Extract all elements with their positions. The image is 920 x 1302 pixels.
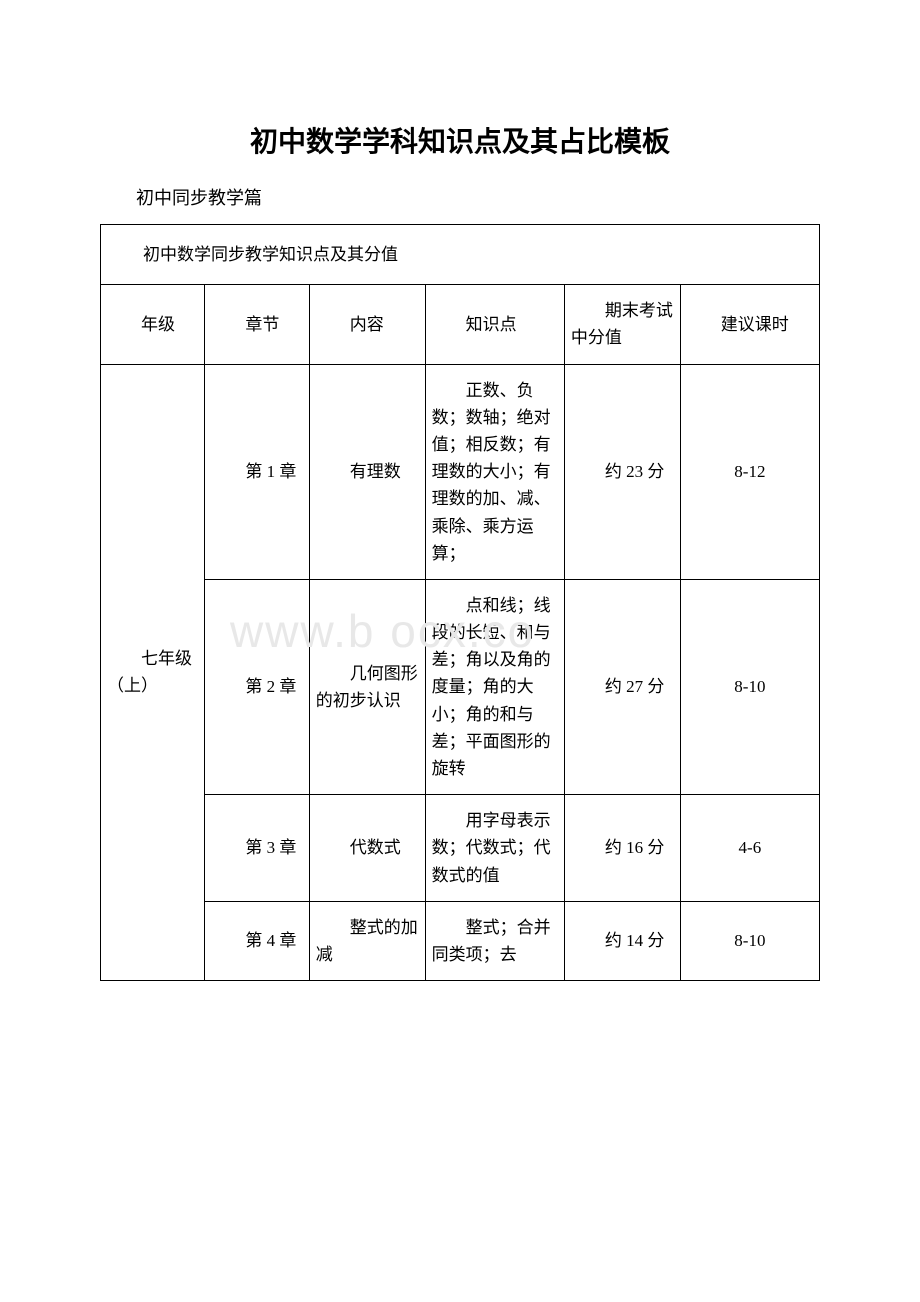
- cell-points: 用字母表示数；代数式；代数式的值: [425, 795, 564, 902]
- table-header-row: 年级 章节 内容 知识点 期末考试中分值 建议课时: [101, 285, 820, 364]
- cell-score: 约 14 分: [564, 901, 680, 980]
- cell-hours: 8-10: [680, 579, 819, 794]
- cell-hours: 8-10: [680, 901, 819, 980]
- page-subtitle: 初中同步教学篇: [100, 184, 820, 210]
- header-grade: 年级: [101, 285, 205, 364]
- data-table: 初中数学同步教学知识点及其分值 年级 章节 内容 知识点 期末考试中分值 建议课…: [100, 224, 820, 981]
- header-content: 内容: [309, 285, 425, 364]
- header-hours: 建议课时: [680, 285, 819, 364]
- header-chapter: 章节: [205, 285, 309, 364]
- cell-chapter: 第 4 章: [205, 901, 309, 980]
- document-content: 初中数学学科知识点及其占比模板 初中同步教学篇 www.b ocx.co 初中数…: [100, 120, 820, 981]
- table-row: 第 4 章 整式的加减 整式；合并同类项；去 约 14 分 8-10: [101, 901, 820, 980]
- cell-content: 整式的加减: [309, 901, 425, 980]
- cell-grade: 七年级（上）: [101, 364, 205, 981]
- table-caption-row: 初中数学同步教学知识点及其分值: [101, 225, 820, 285]
- table-row: 第 3 章 代数式 用字母表示数；代数式；代数式的值 约 16 分 4-6: [101, 795, 820, 902]
- cell-points: 正数、负数；数轴；绝对值；相反数；有理数的大小；有理数的加、减、乘除、乘方运算；: [425, 364, 564, 579]
- cell-points: 整式；合并同类项；去: [425, 901, 564, 980]
- cell-points: 点和线；线段的长短、和与差；角以及角的度量；角的大小；角的和与差；平面图形的旋转: [425, 579, 564, 794]
- cell-chapter: 第 1 章: [205, 364, 309, 579]
- table-row: 第 2 章 几何图形的初步认识 点和线；线段的长短、和与差；角以及角的度量；角的…: [101, 579, 820, 794]
- table-row: 七年级（上） 第 1 章 有理数 正数、负数；数轴；绝对值；相反数；有理数的大小…: [101, 364, 820, 579]
- cell-hours: 4-6: [680, 795, 819, 902]
- cell-score: 约 23 分: [564, 364, 680, 579]
- cell-chapter: 第 3 章: [205, 795, 309, 902]
- table-caption: 初中数学同步教学知识点及其分值: [101, 225, 820, 285]
- page-title: 初中数学学科知识点及其占比模板: [100, 120, 820, 160]
- header-score: 期末考试中分值: [564, 285, 680, 364]
- cell-content: 几何图形的初步认识: [309, 579, 425, 794]
- cell-content: 有理数: [309, 364, 425, 579]
- cell-chapter: 第 2 章: [205, 579, 309, 794]
- cell-score: 约 16 分: [564, 795, 680, 902]
- header-points: 知识点: [425, 285, 564, 364]
- cell-score: 约 27 分: [564, 579, 680, 794]
- cell-content: 代数式: [309, 795, 425, 902]
- cell-hours: 8-12: [680, 364, 819, 579]
